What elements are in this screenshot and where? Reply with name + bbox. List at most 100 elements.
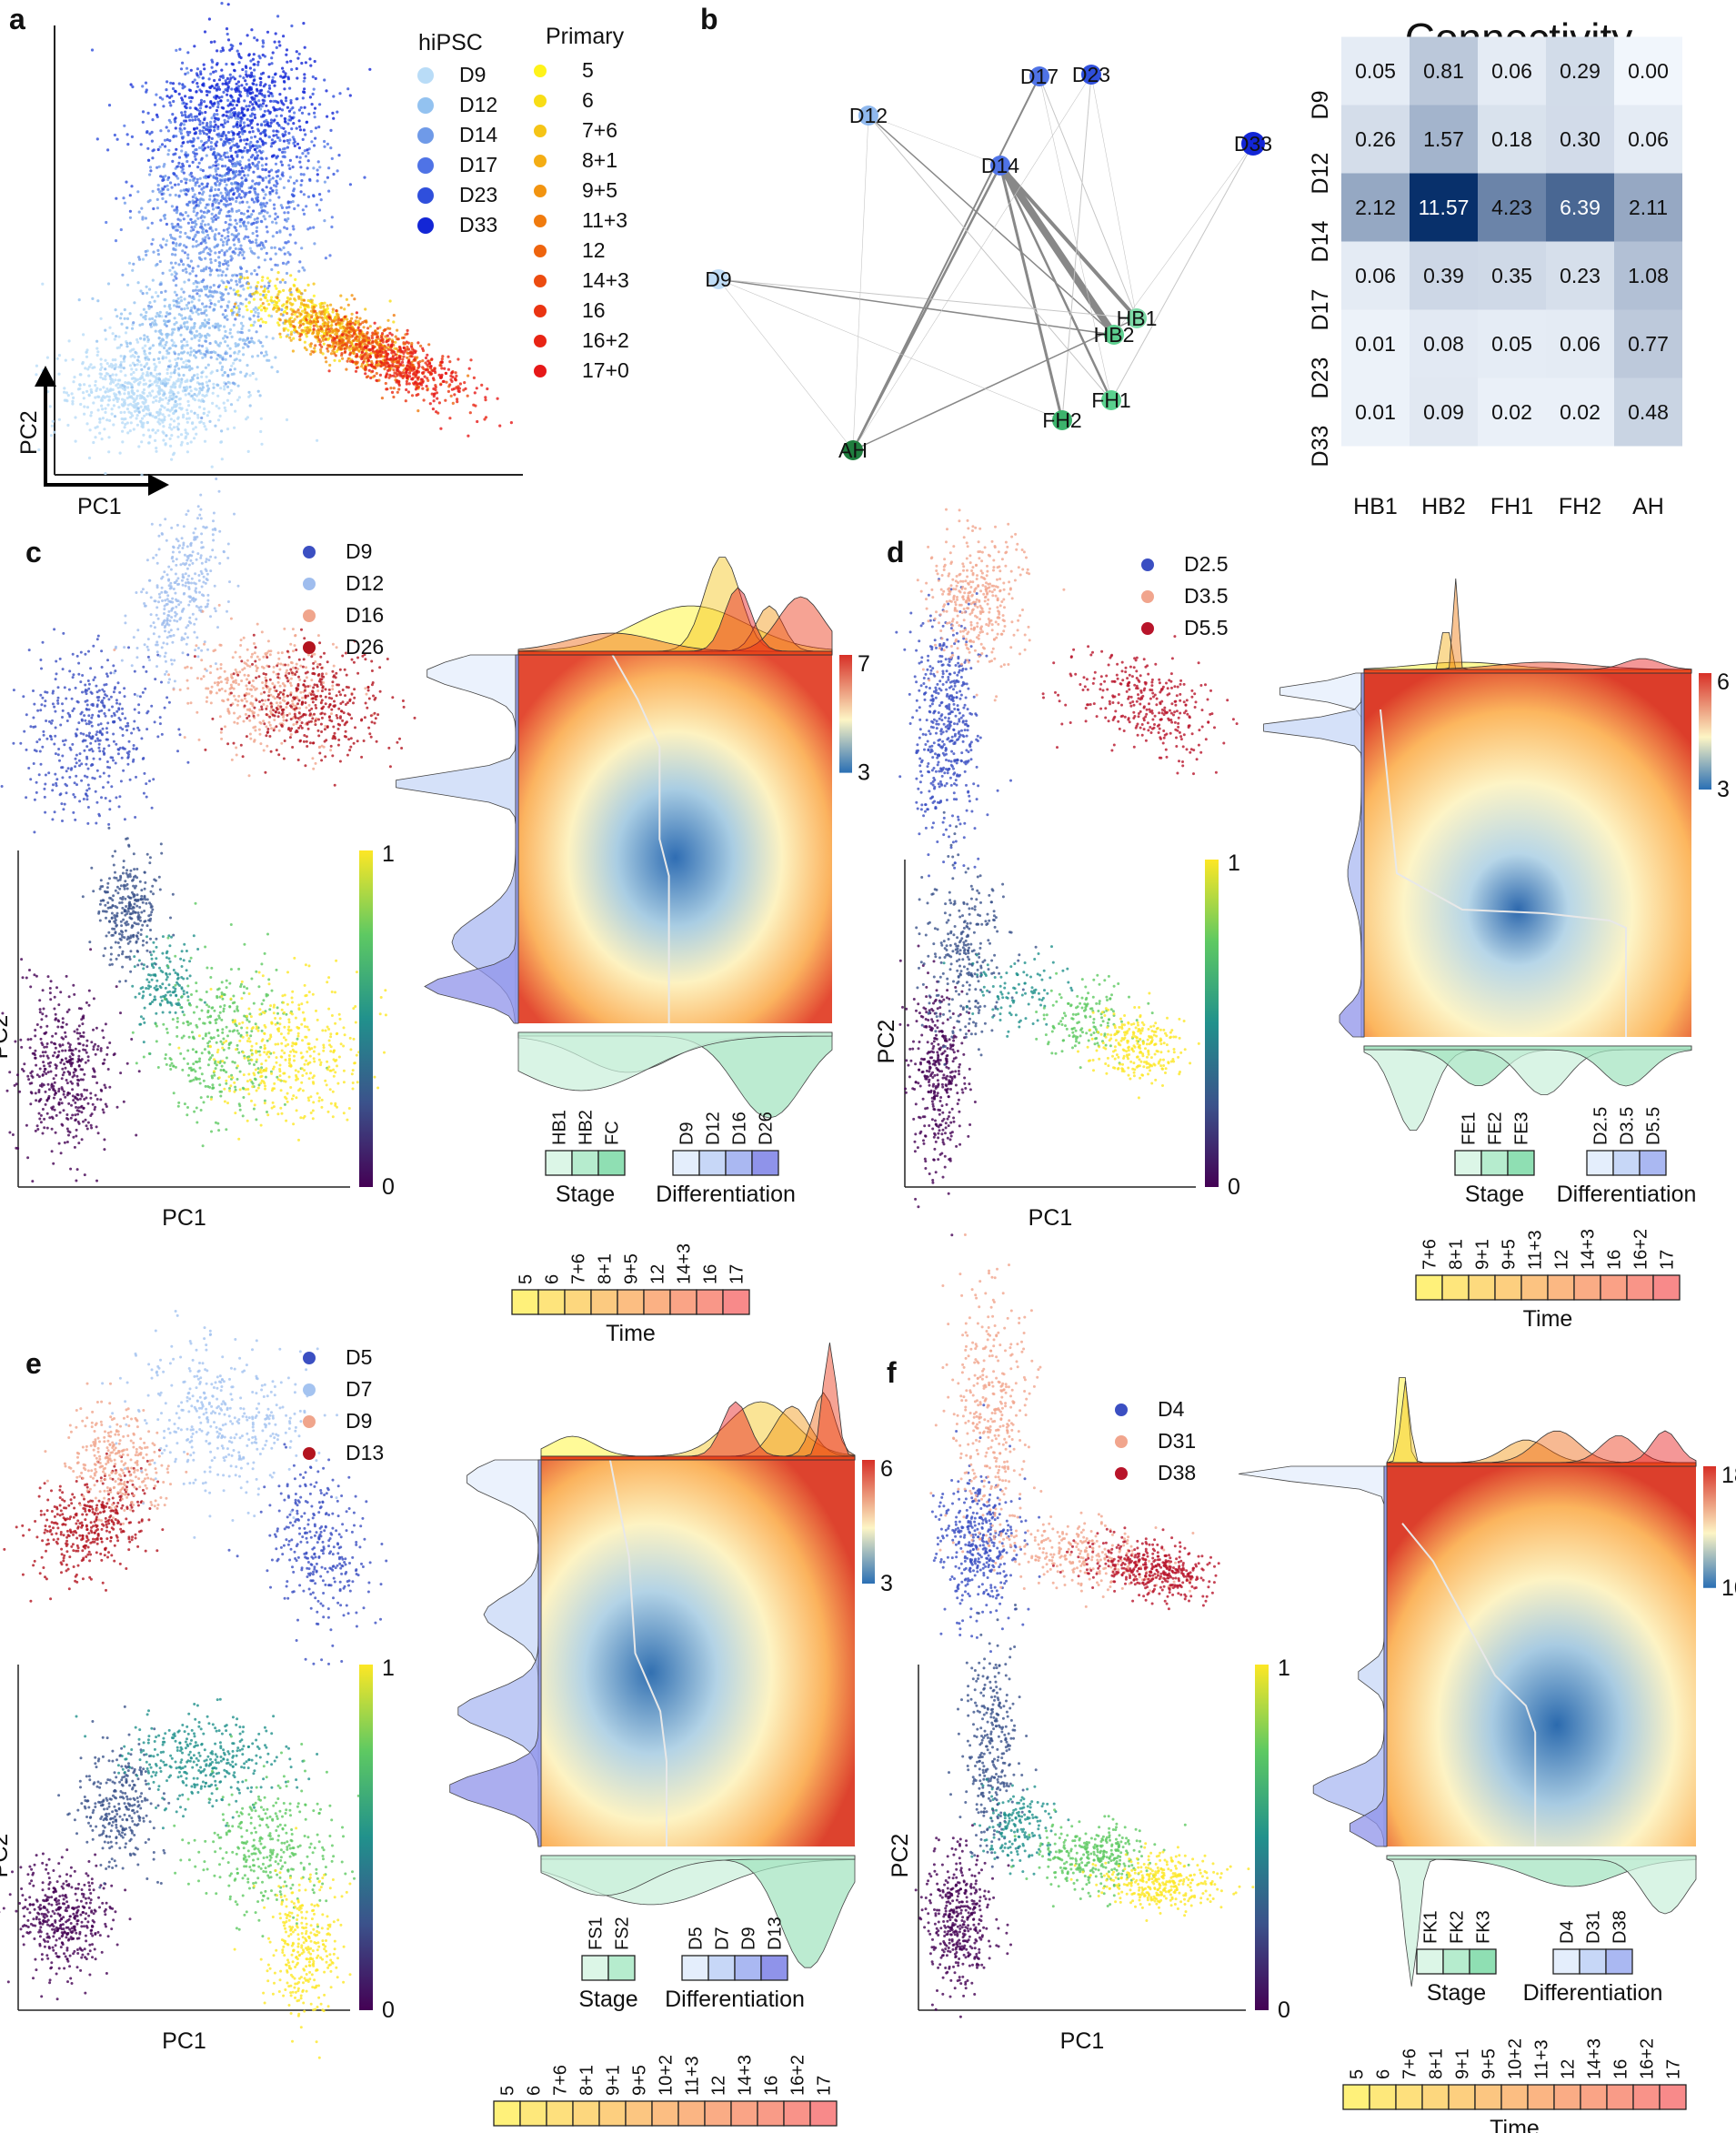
scatter-point xyxy=(241,156,245,159)
scatter-point xyxy=(100,404,104,407)
scatter-point xyxy=(498,424,502,428)
scatter-point xyxy=(251,145,255,148)
scatter-point xyxy=(186,359,190,363)
scatter-point xyxy=(202,63,206,66)
scatter-point xyxy=(191,186,195,190)
scatter-point xyxy=(315,203,318,206)
scatter-point xyxy=(383,328,386,332)
scatter-point xyxy=(298,125,302,128)
scatter-point xyxy=(85,350,88,354)
scatter-point xyxy=(225,27,229,31)
scatter-point xyxy=(302,128,306,132)
scatter-point xyxy=(316,438,319,442)
scatter-point xyxy=(190,175,194,178)
scatter-point xyxy=(197,161,201,165)
scatter-point xyxy=(216,343,220,347)
scatter-point xyxy=(440,367,444,370)
scatter-point xyxy=(252,53,256,56)
scatter-point xyxy=(172,382,176,386)
scatter-point xyxy=(77,759,81,762)
scatter-point xyxy=(297,52,301,55)
scatter-point xyxy=(234,302,237,306)
scatter-point xyxy=(328,254,332,257)
scatter-point xyxy=(205,308,208,312)
scatter-point xyxy=(66,423,70,428)
scatter-point xyxy=(239,370,243,374)
scatter-point xyxy=(364,372,367,376)
scatter-point xyxy=(148,301,152,305)
scatter-point xyxy=(314,344,317,347)
scatter-point xyxy=(430,357,434,361)
scatter-point xyxy=(251,57,255,61)
scatter-point xyxy=(330,216,334,219)
panel-label-c: c xyxy=(25,536,42,568)
scatter-point xyxy=(252,297,256,301)
scatter-point xyxy=(155,323,158,327)
scatter-point xyxy=(198,123,202,126)
scatter-point xyxy=(209,120,213,124)
scatter-point xyxy=(155,399,158,403)
scatter-point xyxy=(300,179,304,183)
scatter-point xyxy=(237,100,241,104)
scatter-point xyxy=(443,367,447,370)
scatter-point xyxy=(178,402,182,406)
scatter-point xyxy=(192,228,196,232)
scatter-point xyxy=(198,307,203,312)
scatter-point xyxy=(122,196,125,200)
scatter-point xyxy=(101,417,105,420)
scatter-point xyxy=(218,414,222,418)
scatter-point xyxy=(180,114,185,117)
heatmap-row-label: D14 xyxy=(1308,220,1333,262)
scatter-point xyxy=(41,282,45,286)
scatter-point xyxy=(196,281,199,285)
scatter-point xyxy=(160,246,164,249)
scatter-point xyxy=(295,66,298,71)
scatter-point xyxy=(211,324,215,328)
scatter-point xyxy=(141,292,145,296)
scatter-point xyxy=(248,66,252,70)
scatter-point xyxy=(193,155,196,158)
scatter-point xyxy=(135,394,139,398)
scatter-point xyxy=(137,257,142,261)
scatter-point xyxy=(332,347,336,351)
scatter-point xyxy=(269,257,273,261)
scatter-point xyxy=(205,154,208,157)
scatter-point xyxy=(246,308,249,312)
scatter-point xyxy=(397,379,401,383)
scatter-point xyxy=(50,738,54,741)
scatter-point xyxy=(306,151,310,155)
scatter-point xyxy=(312,327,316,331)
scatter-point xyxy=(380,346,384,349)
scatter-point xyxy=(223,370,226,375)
scatter-point xyxy=(392,395,396,399)
scatter-point xyxy=(201,230,205,234)
scatter-point xyxy=(177,728,181,731)
scatter-point xyxy=(160,315,164,318)
scatter-point xyxy=(90,410,94,415)
scatter-point xyxy=(276,15,280,18)
heatmap-cell-value: 0.23 xyxy=(1560,264,1601,287)
scatter-point xyxy=(170,338,174,342)
scatter-point xyxy=(467,434,470,438)
network-edge xyxy=(852,75,1040,451)
scatter-point xyxy=(371,347,375,350)
scatter-point xyxy=(219,440,224,444)
scatter-point xyxy=(226,249,229,253)
scatter-point xyxy=(163,322,166,326)
scatter-point xyxy=(211,202,215,206)
scatter-point xyxy=(439,383,443,387)
scatter-point xyxy=(139,420,143,424)
scatter-point xyxy=(167,118,171,122)
scatter-point xyxy=(156,311,159,316)
scatter-point xyxy=(202,190,206,194)
scatter-point xyxy=(283,211,286,215)
scatter-point xyxy=(233,243,236,247)
scatter-point xyxy=(236,304,240,308)
scatter-point xyxy=(189,113,193,116)
scatter-point xyxy=(235,357,238,361)
scatter-point xyxy=(218,361,222,365)
scatter-point xyxy=(345,367,348,371)
scatter-point xyxy=(226,227,229,231)
scatter-point xyxy=(236,343,240,347)
scatter-point xyxy=(295,50,298,54)
